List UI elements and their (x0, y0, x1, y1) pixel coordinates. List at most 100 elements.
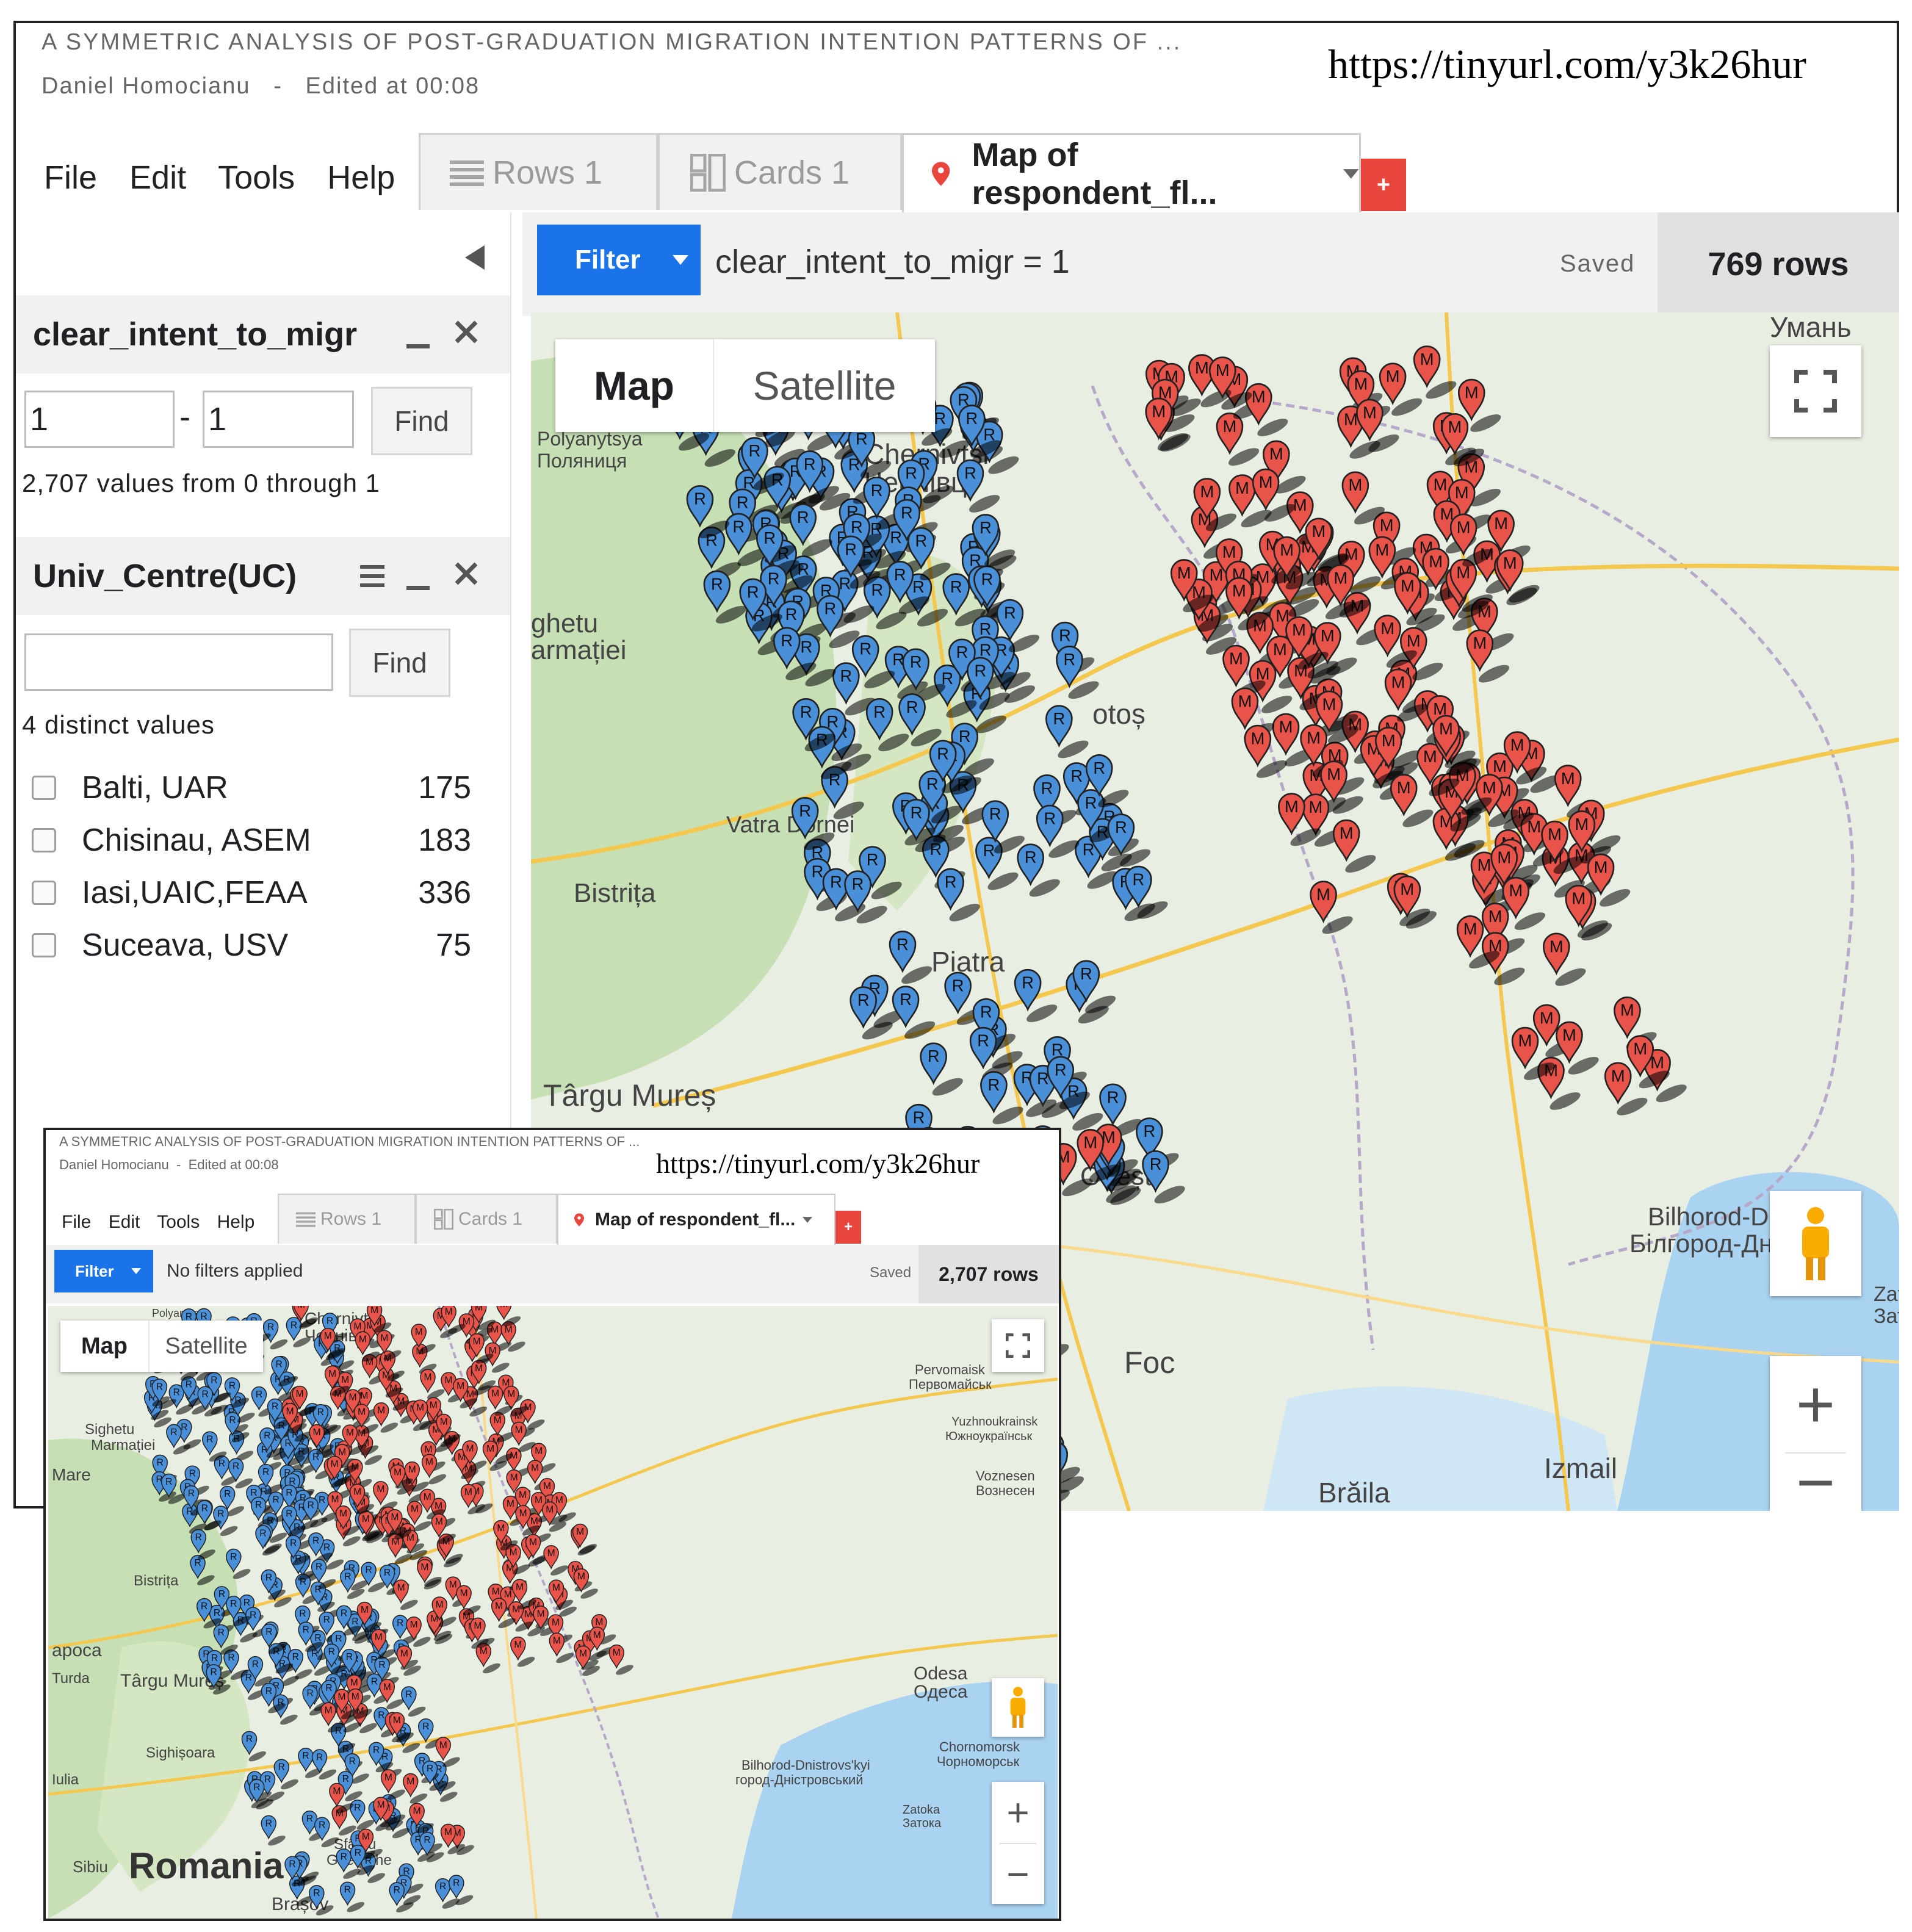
m-marker-pin[interactable]: M (329, 1782, 355, 1815)
r-marker-pin[interactable]: R (226, 1548, 252, 1581)
tab-rows[interactable]: Rows 1 (419, 133, 658, 210)
r-marker-pin[interactable]: R (686, 485, 732, 542)
close-icon[interactable] (454, 561, 478, 586)
m-marker-pin[interactable]: M (1502, 876, 1548, 934)
r-marker-pin[interactable]: R (190, 1529, 217, 1562)
r-marker-pin[interactable]: R (975, 420, 1021, 478)
m-marker-pin[interactable]: M (475, 1643, 502, 1675)
r-marker-pin[interactable]: R (796, 450, 842, 507)
r-marker-pin[interactable]: R (1072, 960, 1118, 1017)
r-marker-pin[interactable]: R (219, 1485, 246, 1518)
m-marker-pin[interactable]: M (370, 1629, 397, 1661)
r-marker-pin[interactable]: R (1047, 1056, 1092, 1113)
add-tab-button[interactable]: + (1361, 159, 1406, 211)
m-marker-pin[interactable]: M (1456, 915, 1502, 972)
r-marker-pin[interactable]: R (261, 1815, 287, 1847)
map-type-satellite-button[interactable]: Satellite (148, 1321, 263, 1372)
minimize-icon[interactable] (406, 344, 430, 349)
m-marker-pin[interactable]: M (1416, 743, 1462, 800)
r-marker-pin[interactable]: R (942, 573, 988, 630)
m-marker-pin[interactable]: M (460, 1483, 486, 1516)
r-marker-pin[interactable]: R (958, 405, 1003, 461)
m-marker-pin[interactable]: M (366, 1306, 393, 1335)
m-marker-pin[interactable]: M (1565, 884, 1611, 942)
r-marker-pin[interactable]: R (284, 1856, 311, 1888)
add-tab-button[interactable]: + (835, 1211, 861, 1244)
m-marker-pin[interactable]: M (1315, 690, 1361, 748)
r-marker-pin[interactable]: R (791, 797, 837, 854)
m-marker-pin[interactable]: M (353, 1404, 380, 1436)
r-marker-pin[interactable]: R (224, 1377, 250, 1410)
menu-file[interactable]: File (62, 1212, 92, 1232)
menu-edit[interactable]: Edit (129, 159, 187, 196)
r-marker-pin[interactable]: R (903, 799, 948, 856)
r-marker-pin[interactable]: R (918, 770, 964, 827)
m-marker-pin[interactable]: M (1604, 1062, 1650, 1119)
m-marker-pin[interactable]: M (471, 1360, 497, 1392)
r-marker-pin[interactable]: R (311, 1559, 337, 1591)
r-marker-pin[interactable]: R (271, 1356, 297, 1388)
m-marker-pin[interactable]: M (420, 1369, 446, 1401)
m-marker-pin[interactable]: M (427, 1610, 453, 1643)
m-marker-pin[interactable]: M (421, 1454, 448, 1486)
m-marker-pin[interactable]: M (342, 1424, 368, 1457)
r-marker-pin[interactable]: R (168, 1384, 195, 1416)
r-marker-pin[interactable]: R (951, 723, 997, 780)
r-marker-pin[interactable]: R (832, 662, 878, 719)
m-marker-pin[interactable]: M (1320, 760, 1366, 818)
m-marker-pin[interactable]: M (347, 1688, 373, 1721)
zoom-out-button[interactable]: − (1006, 1852, 1030, 1896)
m-marker-pin[interactable]: M (493, 1519, 519, 1552)
m-marker-pin[interactable]: M (572, 1523, 599, 1555)
filter-button[interactable]: Filter (54, 1250, 153, 1292)
r-marker-pin[interactable]: R (261, 1623, 287, 1656)
m-marker-pin[interactable]: M (377, 1330, 403, 1362)
r-marker-pin[interactable]: R (980, 1071, 1025, 1128)
m-marker-pin[interactable]: M (1449, 513, 1495, 571)
hamburger-menu-icon[interactable] (360, 565, 384, 587)
m-marker-pin[interactable]: M (393, 1579, 419, 1612)
m-marker-pin[interactable]: M (1413, 345, 1459, 403)
r-marker-pin[interactable]: R (287, 1648, 314, 1681)
chevron-down-icon[interactable] (1343, 168, 1359, 179)
m-marker-pin[interactable]: M (1228, 474, 1274, 532)
zoom-out-button[interactable]: − (1795, 1444, 1836, 1512)
m-marker-pin[interactable]: M (420, 1441, 447, 1473)
r-marker-pin[interactable]: R (311, 1749, 338, 1781)
m-marker-pin[interactable]: M (1390, 774, 1435, 831)
m-marker-pin[interactable]: M (1393, 875, 1439, 932)
m-marker-pin[interactable]: M (573, 1568, 599, 1601)
r-marker-pin[interactable]: R (340, 1568, 366, 1601)
m-marker-pin[interactable]: M (320, 1702, 347, 1734)
r-marker-pin[interactable]: R (197, 1386, 223, 1418)
r-marker-pin[interactable]: R (850, 986, 895, 1043)
m-marker-pin[interactable]: M (1541, 820, 1587, 878)
m-marker-pin[interactable]: M (406, 1617, 432, 1649)
r-marker-pin[interactable]: R (1017, 843, 1062, 901)
m-marker-pin[interactable]: M (511, 1421, 537, 1454)
m-marker-pin[interactable]: M (548, 1579, 574, 1612)
menu-tools[interactable]: Tools (218, 159, 295, 196)
r-marker-pin[interactable]: R (889, 930, 934, 987)
m-marker-pin[interactable]: M (373, 1402, 400, 1435)
m-marker-pin[interactable]: M (1394, 572, 1439, 629)
r-marker-pin[interactable]: R (975, 837, 1020, 894)
r-marker-pin[interactable]: R (226, 1595, 252, 1628)
r-marker-pin[interactable]: R (303, 1497, 329, 1529)
m-marker-pin[interactable]: M (335, 1505, 362, 1538)
m-marker-pin[interactable]: M (511, 1579, 538, 1611)
r-marker-pin[interactable]: R (247, 1656, 273, 1689)
m-marker-pin[interactable]: M (441, 1306, 467, 1336)
range-max-input[interactable]: 1 (203, 391, 354, 448)
r-marker-pin[interactable]: R (1125, 865, 1170, 923)
m-marker-pin[interactable]: M (1432, 715, 1478, 772)
r-marker-pin[interactable]: R (202, 1431, 228, 1463)
r-marker-pin[interactable]: R (281, 1505, 308, 1538)
zoom-in-button[interactable]: + (1006, 1790, 1030, 1834)
m-marker-pin[interactable]: M (358, 1510, 384, 1543)
r-marker-pin[interactable]: R (449, 1875, 475, 1907)
r-marker-pin[interactable]: R (897, 459, 943, 516)
m-marker-pin[interactable]: M (1476, 774, 1521, 831)
menu-help[interactable]: Help (327, 159, 395, 196)
r-marker-pin[interactable]: R (956, 459, 1002, 516)
